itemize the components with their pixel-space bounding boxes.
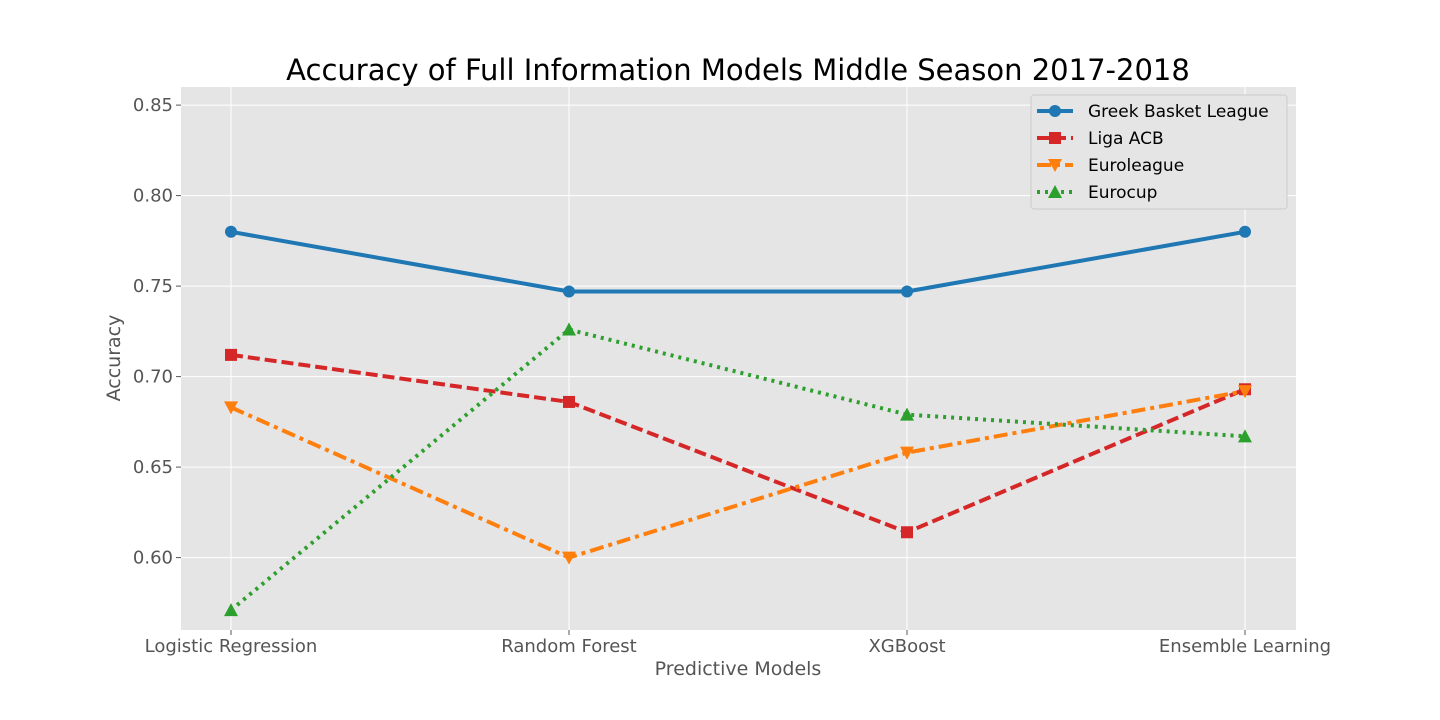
data-point-euroleague <box>562 551 576 565</box>
y-tick-label: 0.85 <box>133 95 173 116</box>
legend-marker-liga-acb <box>1049 132 1061 144</box>
series-lines <box>229 229 1246 612</box>
legend-label-liga-acb: Liga ACB <box>1088 129 1164 149</box>
x-tick-label: Ensemble Learning <box>1159 636 1331 657</box>
y-tick-label: 0.70 <box>133 367 173 388</box>
x-tick-label: XGBoost <box>868 636 945 657</box>
data-point-liga-acb <box>225 348 237 361</box>
legend-label-greek-basket-league: Greek Basket League <box>1088 102 1269 122</box>
chart-title: Accuracy of Full Information Models Midd… <box>286 53 1190 87</box>
series-line-greek-basket-league <box>230 229 1246 294</box>
data-point-greek-basket-league <box>225 225 237 238</box>
data-point-eurocup <box>224 603 238 617</box>
y-tick-label: 0.60 <box>133 548 173 569</box>
data-point-liga-acb <box>901 526 913 539</box>
legend: Greek Basket League Liga ACB Euroleague Eur… <box>1030 94 1288 210</box>
x-tick-label: Random Forest <box>501 636 636 657</box>
data-point-greek-basket-league <box>563 285 575 298</box>
legend-marker-euroleague <box>1048 159 1062 172</box>
legend-label-eurocup: Eurocup <box>1088 183 1157 203</box>
data-point-eurocup <box>1238 429 1252 443</box>
x-axis: Logistic Regression Random Forest XGBoost E… <box>145 630 1331 657</box>
data-point-euroleague <box>224 401 238 415</box>
data-point-eurocup <box>562 322 576 336</box>
y-tick-label: 0.65 <box>133 457 173 478</box>
y-tick-label: 0.80 <box>133 186 173 207</box>
legend-box <box>1030 94 1288 210</box>
y-axis-label: Accuracy <box>103 315 125 402</box>
series-line-liga-acb <box>230 352 1246 535</box>
data-point-euroleague <box>1238 385 1252 399</box>
y-axis: 0.60 0.65 0.70 0.75 0.80 0.85 <box>133 95 181 569</box>
x-tick-label: Logistic Regression <box>145 636 318 657</box>
legend-marker-eurocup <box>1048 185 1062 198</box>
legend-label-euroleague: Euroleague <box>1088 156 1184 176</box>
data-point-greek-basket-league <box>901 285 913 298</box>
legend-marker-greek-basket-league <box>1049 105 1061 117</box>
y-tick-label: 0.75 <box>133 276 173 297</box>
data-point-greek-basket-league <box>1239 225 1251 238</box>
x-axis-label: Predictive Models <box>655 658 822 680</box>
data-point-euroleague <box>900 446 914 460</box>
gridlines <box>181 87 1296 630</box>
data-point-eurocup <box>900 407 914 421</box>
data-point-liga-acb <box>563 395 575 408</box>
series-markers <box>224 225 1252 617</box>
